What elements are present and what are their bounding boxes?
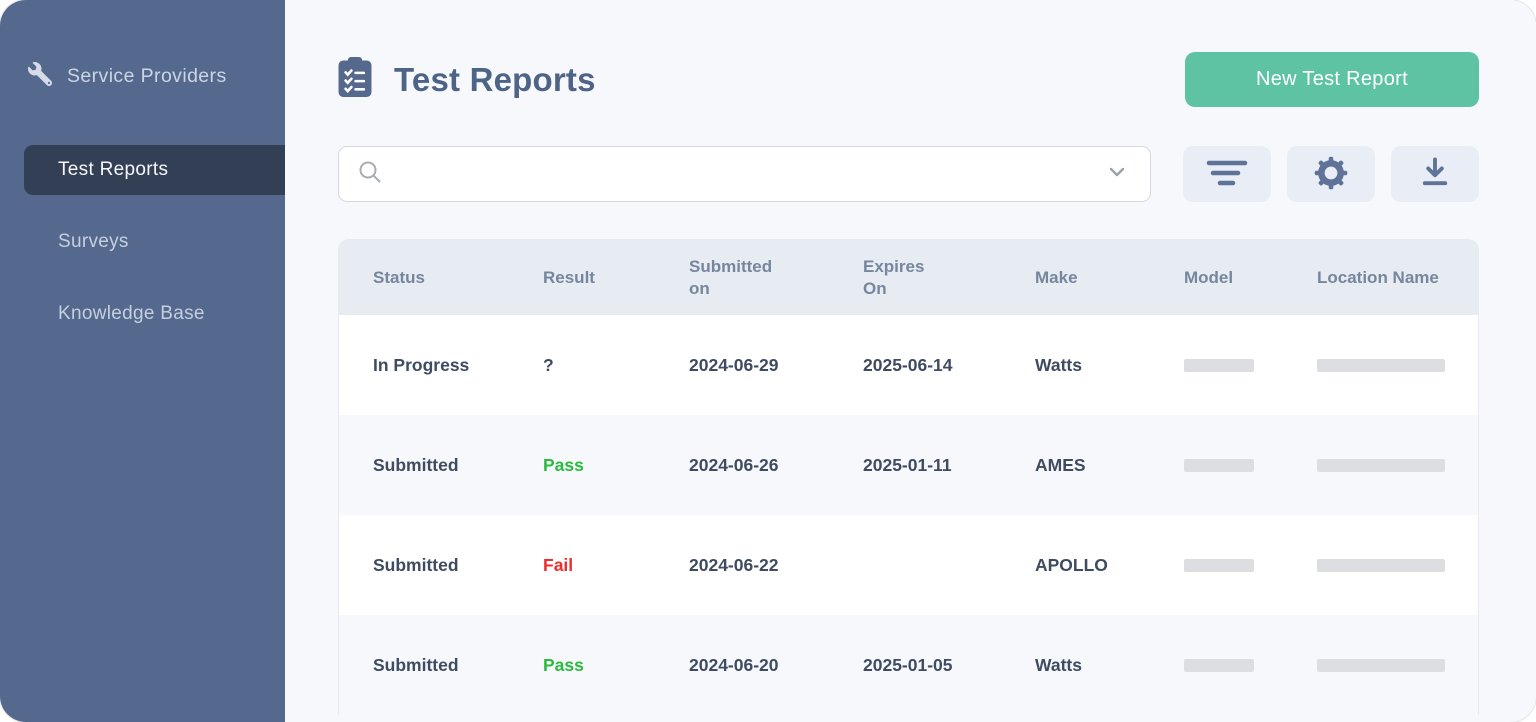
table-row[interactable]: Submitted Fail 2024-06-22 APOLLO	[339, 515, 1478, 615]
placeholder-bar	[1317, 458, 1445, 472]
filter-icon	[1206, 157, 1248, 192]
search-box[interactable]	[338, 146, 1151, 202]
title-group: Test Reports	[338, 57, 596, 102]
sidebar: Service Providers Test Reports Surveys K…	[0, 0, 285, 722]
placeholder-bar	[1317, 558, 1445, 572]
placeholder-bar	[1184, 358, 1254, 372]
placeholder-bar	[1317, 358, 1445, 372]
main-content: Test Reports New Test Report	[285, 0, 1536, 722]
cell-make: Watts	[1035, 354, 1082, 375]
sidebar-item-label: Surveys	[58, 231, 129, 252]
sidebar-item-label: Knowledge Base	[58, 303, 205, 324]
cell-model	[1184, 658, 1317, 672]
search-icon	[357, 159, 383, 190]
search-input[interactable]	[397, 164, 1104, 184]
column-header-status: Status	[373, 267, 425, 287]
table-row[interactable]: In Progress ? 2024-06-29 2025-06-14 Watt…	[339, 315, 1478, 415]
cell-result: Fail	[543, 554, 574, 575]
download-button[interactable]	[1391, 146, 1479, 202]
cell-model	[1184, 558, 1317, 572]
cell-location-name	[1317, 458, 1478, 472]
cell-make: Watts	[1035, 654, 1082, 675]
download-icon	[1418, 156, 1452, 193]
placeholder-bar	[1184, 558, 1254, 572]
cell-expires-on: 2025-01-11	[863, 454, 952, 475]
cell-result: ?	[543, 354, 554, 375]
cell-expires-on: 2025-01-05	[863, 654, 953, 675]
sidebar-title: Service Providers	[67, 65, 227, 87]
cell-submitted-on: 2024-06-22	[689, 554, 779, 575]
sidebar-item-surveys[interactable]: Surveys	[24, 217, 285, 267]
placeholder-bar	[1317, 658, 1445, 672]
placeholder-bar	[1184, 658, 1254, 672]
clipboard-list-icon	[338, 57, 372, 102]
cell-model	[1184, 358, 1317, 372]
cell-location-name	[1317, 658, 1478, 672]
cell-status: Submitted	[373, 654, 459, 675]
cell-expires-on: 2025-06-14	[863, 354, 953, 375]
cell-submitted-on: 2024-06-20	[689, 654, 779, 675]
cell-model	[1184, 458, 1317, 472]
cell-make: AMES	[1035, 454, 1086, 475]
sidebar-header: Service Providers	[0, 62, 285, 91]
column-header-result: Result	[543, 267, 595, 287]
column-header-location-name: Location Name	[1317, 267, 1439, 287]
table-row[interactable]: Submitted Pass 2024-06-26 2025-01-11 AME…	[339, 415, 1478, 515]
column-header-make: Make	[1035, 267, 1078, 287]
cell-location-name	[1317, 358, 1478, 372]
sidebar-item-test-reports[interactable]: Test Reports	[24, 145, 285, 195]
cell-result: Pass	[543, 654, 584, 675]
table-row[interactable]: Submitted Pass 2024-06-20 2025-01-05 Wat…	[339, 615, 1478, 715]
cell-result: Pass	[543, 454, 584, 475]
sidebar-nav: Test Reports Surveys Knowledge Base	[0, 145, 285, 339]
cell-status: In Progress	[373, 354, 470, 375]
cell-make: APOLLO	[1035, 554, 1108, 575]
test-reports-table: Status Result Submitted on Expires On Ma…	[338, 239, 1479, 715]
column-header-submitted-on: Submitted on	[689, 257, 773, 298]
table-header-row: Status Result Submitted on Expires On Ma…	[339, 240, 1478, 315]
cell-status: Submitted	[373, 554, 459, 575]
cell-status: Submitted	[373, 454, 459, 475]
sidebar-item-label: Test Reports	[58, 159, 169, 180]
toolbar	[338, 146, 1479, 202]
new-test-report-button[interactable]: New Test Report	[1185, 52, 1479, 107]
settings-button[interactable]	[1287, 146, 1375, 202]
cell-submitted-on: 2024-06-26	[689, 454, 779, 475]
gear-icon	[1314, 156, 1348, 193]
page-title: Test Reports	[394, 60, 596, 98]
cell-submitted-on: 2024-06-29	[689, 354, 779, 375]
placeholder-bar	[1184, 458, 1254, 472]
chevron-down-icon[interactable]	[1104, 159, 1130, 190]
wrench-icon	[28, 62, 53, 91]
table-body: In Progress ? 2024-06-29 2025-06-14 Watt…	[339, 315, 1478, 715]
column-header-expires-on: Expires On	[863, 257, 925, 298]
page-header: Test Reports New Test Report	[338, 52, 1479, 107]
column-header-model: Model	[1184, 267, 1234, 287]
sidebar-item-knowledge-base[interactable]: Knowledge Base	[24, 289, 285, 339]
filter-button[interactable]	[1183, 146, 1271, 202]
cell-location-name	[1317, 558, 1478, 572]
